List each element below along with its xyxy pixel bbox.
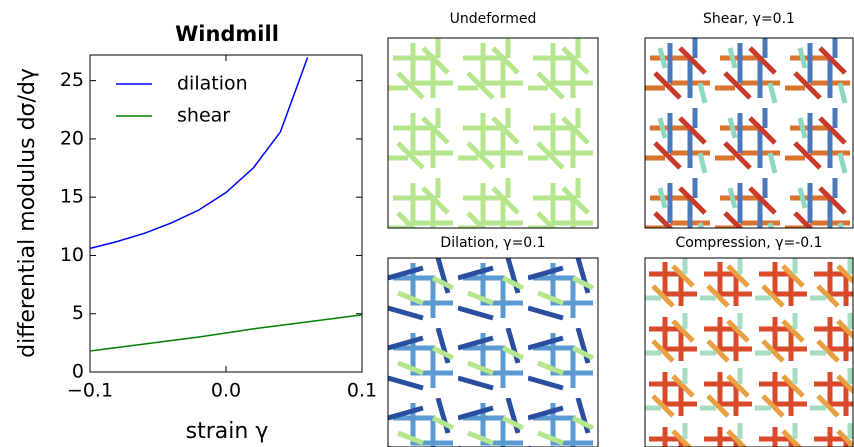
plot-area	[90, 57, 362, 352]
lattice-panel	[644, 257, 854, 447]
x-tick-label: 0.0	[211, 380, 241, 402]
y-tick-label: 0	[72, 361, 84, 383]
x-axis-label: strain γ	[186, 419, 269, 444]
y-tick-label: 25	[60, 69, 84, 91]
x-tick-label: 0.1	[347, 380, 377, 402]
legend-label: dilation	[177, 73, 248, 95]
chart-title: Windmill	[175, 22, 279, 46]
panel-title: Undeformed	[450, 11, 537, 27]
panel-title: Shear, γ=0.1	[703, 11, 795, 27]
lattice-panel	[387, 37, 599, 229]
y-axis-label: differential modulus dσ/dγ	[15, 68, 40, 358]
panel-title: Compression, γ=-0.1	[675, 235, 822, 251]
y-tick-label: 10	[60, 244, 84, 266]
y-tick-label: 5	[72, 302, 84, 324]
series-line	[90, 57, 309, 250]
series-line	[90, 314, 362, 352]
legend-label: shear	[177, 105, 230, 127]
plot-frame	[89, 54, 363, 373]
lattice-panel	[644, 37, 854, 229]
y-tick-label: 15	[60, 186, 84, 208]
x-tick-label: −0.1	[67, 380, 113, 402]
lattice-panel	[387, 257, 599, 447]
panel-title: Dilation, γ=0.1	[440, 235, 545, 251]
y-tick-label: 20	[60, 127, 84, 149]
